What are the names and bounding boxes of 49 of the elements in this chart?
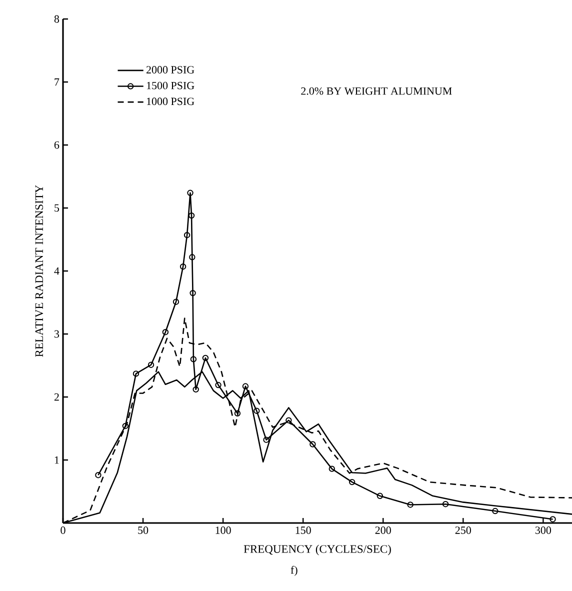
point <box>376 492 384 500</box>
point <box>286 417 292 424</box>
point <box>328 466 336 472</box>
legend-label: 2000 PSIG <box>146 66 194 74</box>
y-tick-label: 1 <box>54 456 59 464</box>
point <box>122 422 129 430</box>
point <box>184 232 190 238</box>
legend-label: 1500 PSIG <box>146 82 194 90</box>
point <box>348 478 356 486</box>
point <box>215 382 222 388</box>
point <box>310 441 316 448</box>
point <box>190 290 196 296</box>
text: f) <box>290 566 298 576</box>
point <box>189 254 196 260</box>
x-tick-label: 200 <box>375 526 391 534</box>
point <box>172 298 180 305</box>
point <box>263 436 270 443</box>
point <box>407 502 414 508</box>
point <box>187 190 194 196</box>
legend-label: 1000 PSIG <box>146 98 194 106</box>
point <box>148 362 154 368</box>
y-tick-label: 8 <box>54 15 60 23</box>
y-tick-label: 5 <box>54 204 60 212</box>
y-tick-label: 2 <box>54 393 59 401</box>
x-tick-label: 50 <box>138 526 148 534</box>
point <box>192 386 199 393</box>
point <box>442 500 449 508</box>
point <box>234 410 241 416</box>
point <box>202 354 209 362</box>
point <box>254 408 260 414</box>
x-tick-label: 300 <box>535 526 552 534</box>
x-tick-label: 150 <box>296 526 311 534</box>
x-tick-label: 250 <box>455 526 471 534</box>
y-tick-label: 7 <box>54 78 60 86</box>
point <box>190 356 197 362</box>
x-tick-label: 0 <box>60 526 66 534</box>
y-tick-label: 6 <box>54 141 60 149</box>
point <box>492 508 498 514</box>
point <box>188 212 195 219</box>
y-tick-label: 3 <box>54 330 60 338</box>
point <box>162 329 169 336</box>
point <box>180 263 186 270</box>
point <box>242 383 249 390</box>
y-axis-title: RELATIVE RADIANT INTENSITY <box>35 185 44 357</box>
x-tick-label: 100 <box>216 526 231 534</box>
x-axis-title: FREQUENCY (CYCLES/SEC) <box>244 544 391 556</box>
annotation: 2.0% BY WEIGHT ALUMINUM <box>301 87 452 95</box>
y-tick-label: 4 <box>54 267 60 275</box>
point <box>132 370 140 377</box>
